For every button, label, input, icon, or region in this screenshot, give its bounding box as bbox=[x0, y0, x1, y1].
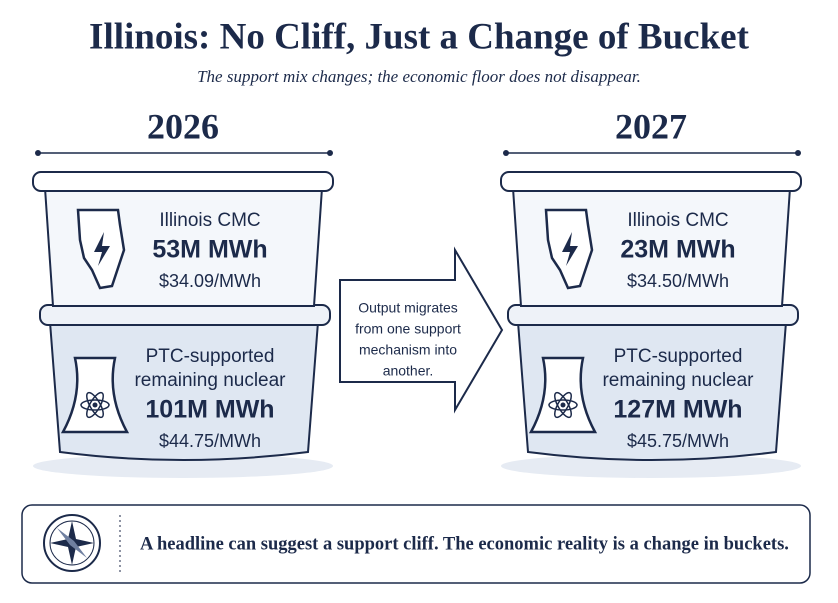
cooling-tower-icon bbox=[60, 356, 130, 434]
rule-dot bbox=[795, 150, 801, 156]
bucket-price: $34.09/MWh bbox=[159, 271, 261, 291]
bolt-icon bbox=[94, 232, 110, 266]
bucket-volume: 127M MWh bbox=[613, 396, 742, 424]
atom-orbit bbox=[554, 391, 572, 419]
arrow bbox=[339, 246, 504, 414]
arrow-text: another. bbox=[383, 363, 434, 379]
bucket-label: PTC-supported bbox=[614, 346, 743, 367]
atom-orbit bbox=[548, 399, 578, 411]
bucket-volume: 53M MWh bbox=[152, 236, 267, 264]
bucket-rim bbox=[32, 171, 334, 192]
bucket-label: remaining nuclear bbox=[602, 370, 754, 391]
bucket-rim bbox=[39, 304, 331, 326]
bucket-price: $34.50/MWh bbox=[627, 271, 729, 291]
atom-core bbox=[560, 402, 566, 408]
arrow-text: Output migrates bbox=[358, 300, 458, 316]
atom-orbit bbox=[80, 399, 110, 411]
title: Illinois: No Cliff, Just a Change of Buc… bbox=[89, 16, 750, 57]
atom-orbit bbox=[554, 391, 572, 419]
arrow-text: from one support bbox=[355, 321, 461, 337]
bucket-label: Illinois CMC bbox=[627, 210, 728, 231]
footer-box bbox=[21, 504, 811, 584]
atom-orbit bbox=[86, 391, 104, 419]
arrow-text: mechanism into bbox=[359, 342, 457, 358]
rule-dot bbox=[503, 150, 509, 156]
atom-orbit bbox=[86, 391, 104, 419]
bucket-label: PTC-supported bbox=[146, 346, 275, 367]
shadow bbox=[33, 454, 333, 478]
bucket-rim bbox=[500, 171, 802, 192]
bucket-volume: 101M MWh bbox=[145, 396, 274, 424]
compass-icon bbox=[43, 514, 101, 572]
year: 2026 bbox=[147, 106, 219, 146]
bucket-volume: 23M MWh bbox=[620, 236, 735, 264]
bolt-icon bbox=[562, 232, 578, 266]
atom-core bbox=[92, 402, 98, 408]
subtitle: The support mix changes; the economic fl… bbox=[197, 67, 641, 86]
rule-dot bbox=[35, 150, 41, 156]
bucket-label: Illinois CMC bbox=[159, 210, 260, 231]
cooling-tower-icon bbox=[528, 356, 598, 434]
shadow bbox=[501, 454, 801, 478]
rule-dot bbox=[327, 150, 333, 156]
bucket-price: $45.75/MWh bbox=[627, 431, 729, 451]
year: 2027 bbox=[615, 106, 687, 146]
bucket-label: remaining nuclear bbox=[134, 370, 286, 391]
bucket-price: $44.75/MWh bbox=[159, 431, 261, 451]
bucket-rim bbox=[507, 304, 799, 326]
footer-text: A headline can suggest a support cliff. … bbox=[140, 534, 789, 554]
